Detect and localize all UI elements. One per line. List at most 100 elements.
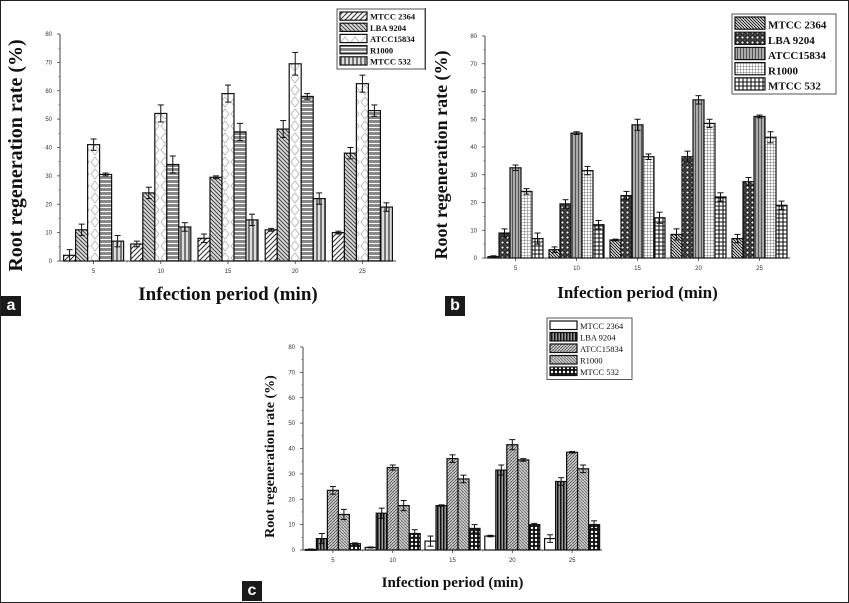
y-axis-label: Root regeneration rate (%) [263, 375, 278, 538]
error-bar [307, 548, 314, 551]
bar-lba-9204-15 [620, 194, 633, 259]
bar-atcc15834-10 [386, 466, 399, 551]
y-tick-label: 70 [45, 60, 52, 66]
x-tick-label: 15 [225, 269, 232, 275]
x-axis-label: Infection period (min) [138, 284, 317, 305]
error-bar [734, 233, 741, 244]
bar-mtcc-532-10 [592, 224, 605, 259]
x-tick-label: 20 [695, 266, 702, 272]
error-bar [378, 507, 385, 519]
error-bar [371, 104, 378, 117]
error-bar [745, 177, 752, 187]
bar-mtcc-2364-25 [331, 232, 345, 262]
bar-atcc15834-5 [326, 489, 340, 551]
error-bar [756, 114, 763, 119]
legend-label: MTCC 2364 [768, 20, 827, 32]
error-bar [547, 534, 554, 543]
error-bar [427, 535, 434, 547]
bar-mtcc-532-20 [528, 524, 541, 551]
error-bar [318, 533, 325, 545]
legend-label: R1000 [580, 356, 603, 366]
error-bar [249, 213, 255, 227]
error-bar [523, 188, 530, 195]
error-bar [225, 84, 231, 103]
error-bar [347, 147, 354, 160]
y-axis-label: Root regeneration rate (%) [5, 39, 27, 271]
legend-swatch-mtcc-2364 [549, 320, 578, 331]
x-tick-label: 15 [449, 558, 456, 564]
y-tick-label: 30 [470, 173, 477, 179]
error-bar [169, 155, 176, 174]
y-tick-label: 70 [470, 62, 477, 68]
error-bar [717, 192, 724, 202]
error-bar [201, 233, 207, 244]
x-tick-label: 5 [514, 266, 518, 272]
error-bar [551, 246, 558, 253]
bar-r1000-20 [703, 122, 716, 259]
error-bar [634, 118, 641, 131]
bar-mtcc-532-25 [775, 204, 788, 259]
bar-lba-9204-25 [343, 152, 357, 262]
bar-r1000-10 [397, 504, 410, 551]
legend-swatch-atcc15834 [549, 343, 578, 354]
bar-r1000-20 [300, 95, 314, 262]
legend-label: LBA 9204 [370, 23, 407, 33]
legend-label: R1000 [370, 45, 393, 55]
y-tick-label: 80 [470, 34, 477, 40]
error-bar [558, 477, 565, 486]
panel-label-a: a [1, 296, 21, 316]
legend-swatch-mtcc-532 [549, 366, 578, 377]
y-tick-label: 20 [288, 497, 295, 503]
x-tick-label: 25 [569, 558, 576, 564]
legend-label: MTCC 532 [370, 57, 411, 67]
bar-atcc15834-25 [566, 451, 579, 551]
bar-atcc15834-25 [753, 115, 766, 259]
bar-lba-9204-25 [555, 480, 568, 551]
bar-atcc15834-5 [509, 167, 522, 259]
error-bar [623, 190, 630, 201]
y-tick-label: 40 [470, 145, 477, 151]
legend-swatch-lba-9204 [339, 22, 368, 33]
x-tick-label: 10 [157, 269, 164, 275]
bar-r1000-5 [98, 173, 113, 262]
x-tick-label: 10 [573, 266, 580, 272]
legend-swatch-mtcc-532 [339, 56, 368, 66]
error-bar [684, 150, 691, 163]
error-bar [584, 165, 591, 176]
bar-lba-9204-20 [276, 128, 290, 262]
bar-lba-9204-20 [681, 156, 694, 259]
error-bar [335, 230, 342, 235]
error-bar [573, 131, 580, 136]
error-bar [706, 118, 713, 129]
chart-panel-a: 0 10 20 30 40 50 60 70 80 5 10 15 20 25 Root regenerat… [0, 0, 426, 316]
error-bar [78, 223, 85, 236]
chart-panel-c: 0 10 20 30 40 50 60 70 80 5 10 15 20 25 Root regenerat… [230, 310, 633, 603]
bar-lba-9204-20 [495, 469, 508, 551]
legend-label: MTCC 532 [768, 81, 821, 93]
bar-atcc15834-15 [446, 458, 459, 551]
error-bar [656, 211, 663, 224]
bar-mtcc-532-25 [379, 206, 393, 262]
legend-label: R1000 [768, 65, 798, 77]
x-tick-label: 5 [331, 558, 335, 564]
error-bar [340, 508, 347, 521]
y-tick-label: 10 [288, 523, 295, 529]
error-bar [316, 192, 323, 205]
error-bar [695, 95, 702, 105]
y-tick-label: 0 [292, 548, 296, 554]
x-tick-label: 15 [634, 266, 641, 272]
y-tick-label: 30 [288, 472, 295, 478]
y-tick-label: 10 [470, 228, 477, 234]
bar-r1000-10 [581, 169, 594, 259]
panel-label-b: b [445, 296, 465, 316]
bar-mtcc-2364-20 [484, 535, 497, 551]
y-tick-label: 20 [470, 201, 477, 207]
error-bar [498, 464, 505, 476]
error-bar [490, 255, 497, 258]
error-bar [66, 249, 73, 262]
bar-atcc15834-20 [692, 99, 705, 259]
x-tick-label: 20 [292, 269, 299, 275]
x-tick-label: 10 [389, 558, 396, 564]
